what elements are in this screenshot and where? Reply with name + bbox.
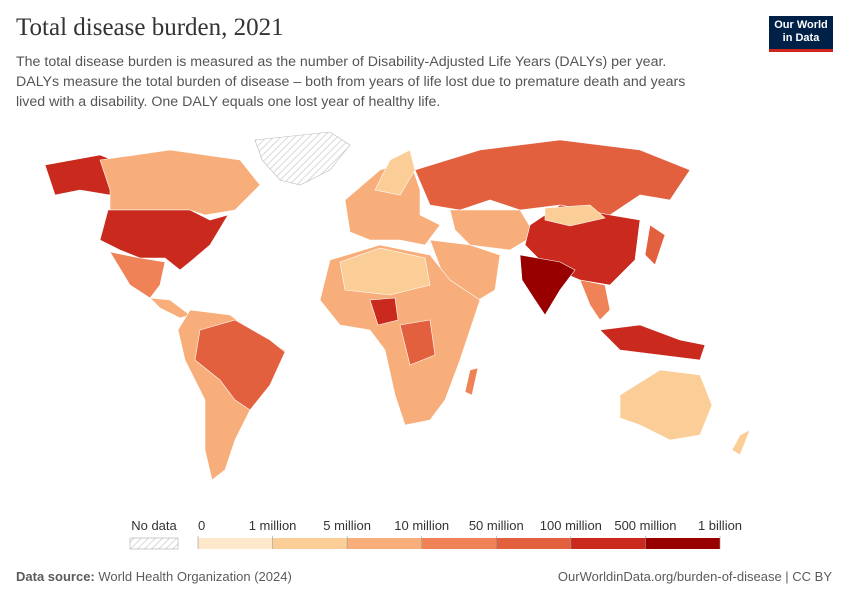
drc[interactable] [399,319,436,366]
central-america[interactable] [149,297,191,319]
nigeria[interactable] [369,297,399,326]
usa[interactable] [99,209,229,271]
india[interactable] [519,254,576,316]
subtitle: The total disease burden is measured as … [16,52,685,112]
mongolia[interactable] [544,204,606,227]
southeast-asia[interactable] [579,279,611,321]
legend-bin [570,538,646,549]
mexico[interactable] [109,251,166,299]
logo-line: Our World [774,19,828,31]
legend-tick-label: 5 million [323,518,371,533]
legend-tick-label: 1 million [249,518,297,533]
madagascar[interactable] [464,367,479,396]
legend-bin [347,538,422,549]
source: Data source: World Health Organization (… [16,569,292,584]
australia[interactable] [619,369,713,441]
brazil[interactable] [194,319,286,411]
url[interactable]: OurWorldinData.org/burden-of-disease | C… [557,569,832,584]
legend-tick-label: 100 million [540,518,602,533]
source-label: Data source: [16,569,95,584]
legend-bin [421,538,497,549]
legend-tick-label: 500 million [614,518,676,533]
canada[interactable] [99,149,261,216]
new-zealand[interactable] [731,429,751,456]
logo-line: in Data [782,32,820,44]
indonesia[interactable] [599,324,706,361]
legend-tick-label: 50 million [469,518,524,533]
source-text: World Health Organization (2024) [98,569,292,584]
legend-bin [645,538,720,549]
countries [44,131,751,481]
legend-bin [272,538,348,549]
legend: No data 0 1 million 5 million 10 million 50 … [129,518,742,550]
legend-bin [496,538,571,549]
japan[interactable] [644,224,666,266]
subtitle-line: DALYs measure the total burden of diseas… [16,74,686,90]
scandinavia[interactable] [374,149,416,196]
north-africa[interactable] [339,247,431,296]
subtitle-line: The total disease burden is measured as … [16,54,667,70]
logo[interactable]: Our World in Data [769,16,833,52]
title: Total disease burden, 2021 [16,14,284,41]
russia[interactable] [414,139,691,216]
legend-tick-label: 10 million [394,518,449,533]
legend-tick-label: 0 [198,518,205,533]
legend-tick-label: 1 billion [698,518,742,533]
subtitle-line: lived with a disability. One DALY equals… [16,94,441,110]
legend-no-data-swatch [129,537,179,550]
central-asia[interactable] [449,209,536,251]
legend-bin [198,538,273,549]
legend-no-data-label: No data [131,518,177,533]
greenland[interactable] [254,131,351,186]
